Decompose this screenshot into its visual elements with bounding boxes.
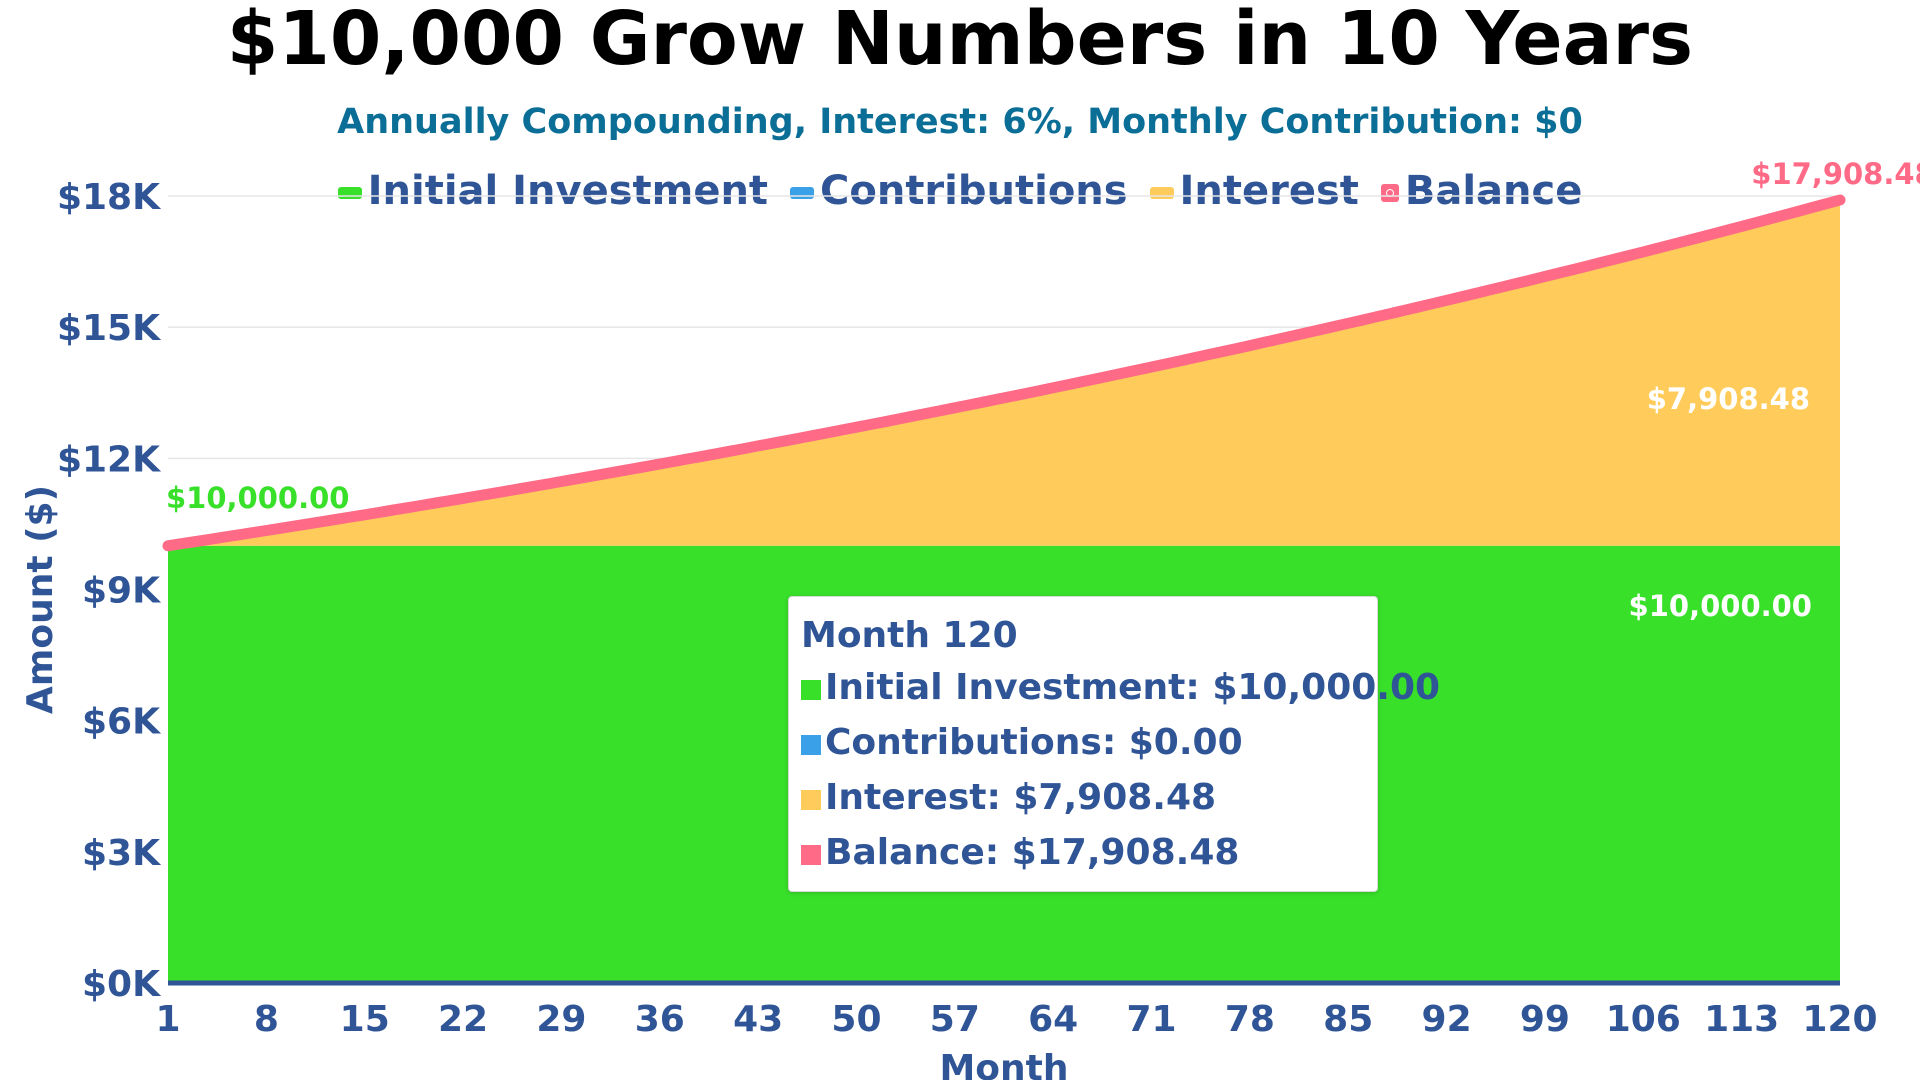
data-label-interest-end: $7,908.48 [1647,382,1810,416]
x-tick-label: 85 [1323,999,1373,1040]
x-tick-label: 15 [340,999,390,1040]
x-tick-label: 120 [1802,999,1877,1040]
tooltip-row-label: Balance: $17,908.48 [825,832,1240,873]
x-tick-label: 113 [1704,999,1779,1040]
x-tick-label: 29 [536,999,586,1040]
tooltip-row-label: Initial Investment: $10,000.00 [825,667,1441,708]
x-tick-label: 1 [155,999,180,1040]
tooltip-swatch-initial [801,680,821,700]
data-label-initial-end: $10,000.00 [1629,589,1812,623]
legend-label: Balance [1404,168,1583,214]
legend-item-initial-investment[interactable]: Initial Investment [337,168,769,214]
tooltip-row-label: Interest: $7,908.48 [825,777,1217,818]
y-tick-label: $18K [57,177,161,218]
tooltip-row-label: Contributions: $0.00 [825,722,1243,763]
x-tick-label: 106 [1606,999,1681,1040]
y-tick-label: $0K [82,964,161,1005]
y-tick-label: $12K [57,439,161,480]
legend-label: Contributions [820,168,1128,214]
tooltip-title: Month 120 [801,615,1018,656]
x-tick-label: 99 [1520,999,1570,1040]
legend: Initial Investment Contributions Interes… [0,168,1920,214]
tooltip: Month 120 Initial Investment: $10,000.00… [788,596,1440,892]
tooltip-swatch-contributions [801,735,821,755]
legend-item-balance[interactable]: Balance [1380,168,1583,214]
legend-item-contributions[interactable]: Contributions [790,168,1128,214]
legend-label: Interest [1179,168,1359,214]
data-label-initial-start: $10,000.00 [166,481,349,515]
tooltip-swatch-interest [801,790,821,810]
y-axis-title: Amount ($) [20,485,61,714]
x-tick-label: 78 [1225,999,1275,1040]
line-balance [162,194,1846,552]
x-tick-label: 57 [930,999,980,1040]
x-tick-label: 36 [635,999,685,1040]
y-tick-label: $15K [57,308,161,349]
y-tick-label: $6K [82,702,161,743]
area-interest [168,200,1840,546]
y-tick-label: $9K [82,571,161,612]
data-label-balance-end: $17,908.48 [1751,157,1920,191]
tooltip-swatch-balance [801,845,821,865]
legend-label: Initial Investment [367,168,769,214]
x-tick-label: 43 [733,999,783,1040]
tooltip-row-initial: Initial Investment: $10,000.00 [801,667,1440,708]
x-tick-label: 71 [1126,999,1176,1040]
tooltip-row-balance: Balance: $17,908.48 [801,832,1239,873]
x-tick-label: 64 [1028,999,1078,1040]
x-tick-label: 8 [254,999,279,1040]
x-tick-label: 92 [1422,999,1472,1040]
tooltip-row-interest: Interest: $7,908.48 [801,777,1216,818]
y-tick-label: $3K [82,833,161,874]
chart-subtitle: Annually Compounding, Interest: 6%, Mont… [337,102,1583,142]
tooltip-row-contributions: Contributions: $0.00 [801,722,1243,763]
chart-title: $10,000 Grow Numbers in 10 Years [226,0,1694,82]
x-tick-label: 22 [438,999,488,1040]
x-tick-label: 50 [831,999,881,1040]
x-axis-title: Month [939,1048,1068,1080]
